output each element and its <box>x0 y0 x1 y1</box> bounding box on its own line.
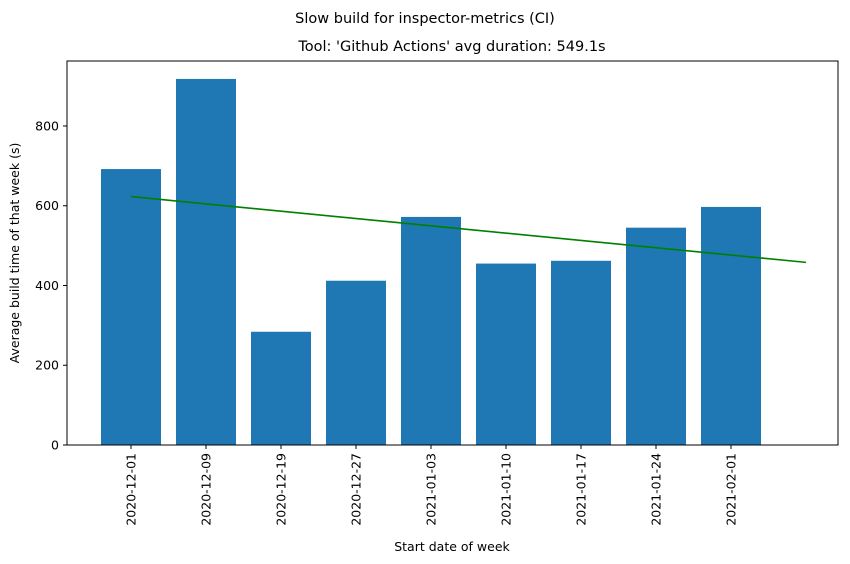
x-tick-label-2021-02-01: 2021-02-01 <box>724 453 739 526</box>
bar-2020-12-09 <box>176 78 236 446</box>
y-ticks: 0 200 400 600 800 <box>35 118 67 453</box>
chart-suptitle: Slow build for inspector-metrics (CI) <box>295 11 555 27</box>
x-tick-label-2021-01-17: 2021-01-17 <box>574 453 589 526</box>
chart-title: Tool: 'Github Actions' avg duration: 549… <box>297 39 605 55</box>
x-tick-label-2020-12-09: 2020-12-09 <box>199 453 214 526</box>
x-tick-label-2020-12-19: 2020-12-19 <box>274 453 289 526</box>
x-axis-label: Start date of week <box>394 539 510 554</box>
y-tick-label-0: 0 <box>51 438 59 453</box>
x-tick-label-2021-01-24: 2021-01-24 <box>649 453 664 526</box>
plot-frame <box>66 60 839 446</box>
y-tick-label-800: 800 <box>35 118 59 133</box>
x-tick-label-2020-12-01: 2020-12-01 <box>124 453 139 526</box>
x-ticks: 2020-12-01 2020-12-09 2020-12-19 2020-12-27… <box>124 445 739 526</box>
bars-group <box>101 78 761 446</box>
trend-group <box>130 195 807 264</box>
x-tick-label-2021-01-03: 2021-01-03 <box>424 453 439 526</box>
bar-2020-12-27 <box>326 280 386 445</box>
y-axis-label: Average build time of that week (s) <box>7 143 22 364</box>
bar-2020-12-01 <box>101 169 161 445</box>
bar-2021-01-03 <box>401 216 461 445</box>
bar-2020-12-19 <box>251 331 311 445</box>
y-tick-label-600: 600 <box>35 198 59 213</box>
y-tick-label-400: 400 <box>35 278 59 293</box>
y-tick-label-200: 200 <box>35 358 59 373</box>
bar-2021-01-10 <box>476 263 536 445</box>
bar-2021-01-17 <box>551 260 611 445</box>
bar-2021-02-01 <box>701 206 761 445</box>
bar-2021-01-24 <box>626 227 686 445</box>
x-tick-label-2020-12-27: 2020-12-27 <box>349 453 364 526</box>
x-tick-label-2021-01-10: 2021-01-10 <box>499 453 514 526</box>
trend-line <box>130 195 807 264</box>
